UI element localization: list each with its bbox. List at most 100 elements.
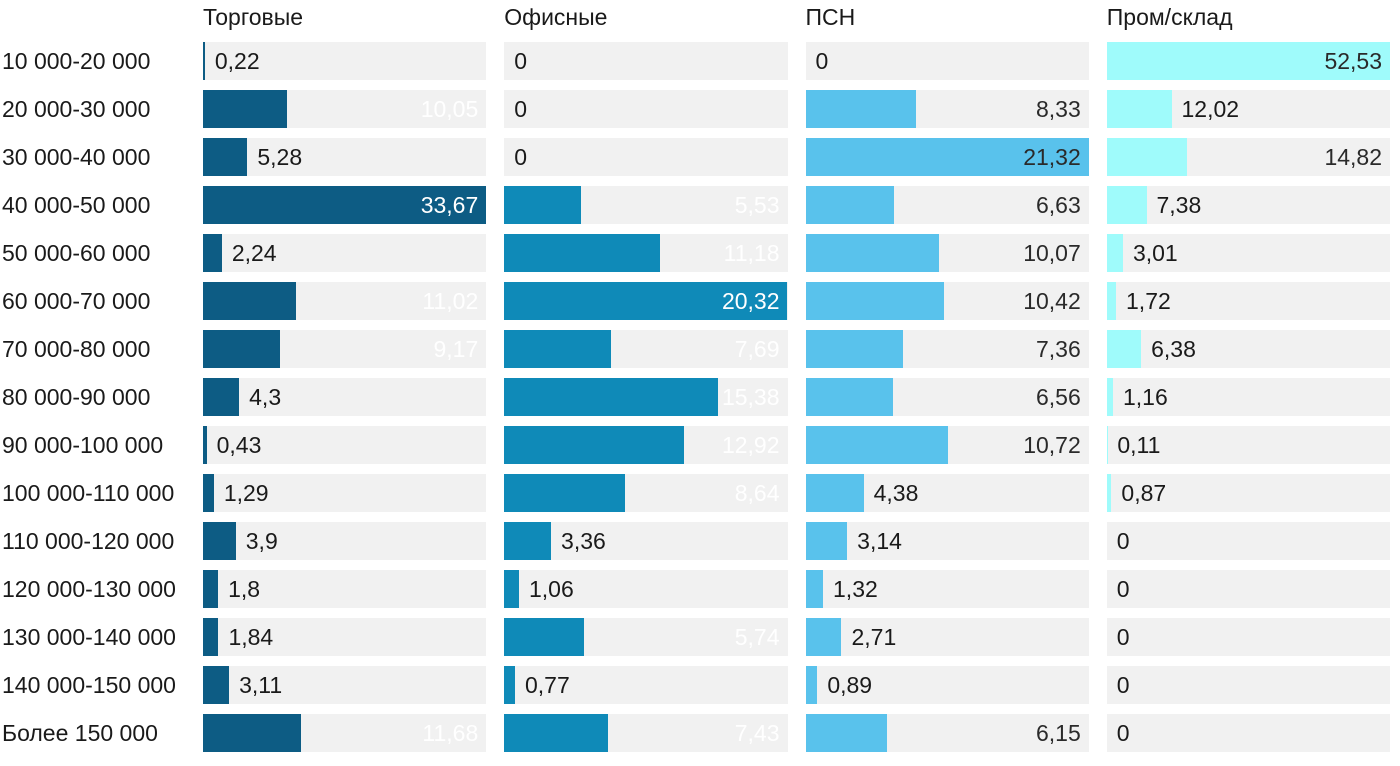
bar xyxy=(504,282,788,320)
bar-value-label: 2,24 xyxy=(231,240,277,266)
series-header: Торговые xyxy=(203,4,304,30)
category-label: 100 000-110 000 xyxy=(2,479,175,506)
bar-track: 5,74 xyxy=(504,618,788,656)
bar xyxy=(805,474,864,512)
bar-value-label: 1,72 xyxy=(1126,288,1171,314)
bar-value-label: 0,11 xyxy=(1117,432,1161,458)
bar-value-label: 0 xyxy=(1116,624,1130,650)
bar-track: 11,68 xyxy=(203,714,487,752)
bar-value-label: 3,01 xyxy=(1132,240,1178,266)
bar-value-label: 1,29 xyxy=(223,480,269,506)
bar-track: 0,77 xyxy=(504,666,788,704)
bar xyxy=(504,330,612,368)
bar-track: 3,36 xyxy=(504,522,788,560)
bar-track: 10,05 xyxy=(203,90,487,128)
chart-row: 40 000-50 000 33,67 5,53 6,63 7,38 xyxy=(0,186,1390,224)
bar xyxy=(1106,234,1123,272)
category-label: 140 000-150 000 xyxy=(2,671,176,698)
bar xyxy=(805,282,944,320)
bar xyxy=(504,186,582,224)
series-header: ПСН xyxy=(805,4,856,30)
category-label: 90 000-100 000 xyxy=(2,431,164,458)
bar xyxy=(805,378,893,416)
category-label: Более 150 000 xyxy=(2,719,158,746)
bar-track: 0,22 xyxy=(203,42,487,80)
chart-row: 100 000-110 000 1,29 8,64 4,38 0,87 xyxy=(0,474,1390,512)
bar-value-label: 0 xyxy=(514,144,528,170)
bar-track: 0 xyxy=(1106,666,1390,704)
bar-track: 6,56 xyxy=(805,378,1089,416)
bar-value-label: 10,42 xyxy=(1023,288,1081,314)
bar xyxy=(805,330,904,368)
bar-track: 1,06 xyxy=(504,570,788,608)
bar-value-label: 0,77 xyxy=(524,672,570,698)
bar-value-label: 7,38 xyxy=(1156,192,1202,218)
bar xyxy=(203,186,486,224)
bar xyxy=(1106,90,1172,128)
bar-track: 5,28 xyxy=(203,138,487,176)
chart-row: 130 000-140 000 1,84 5,74 2,71 0 xyxy=(0,618,1390,656)
bar-value-label: 1,16 xyxy=(1122,384,1168,410)
category-label: 10 000-20 000 xyxy=(2,47,151,74)
category-label: 50 000-60 000 xyxy=(2,239,151,266)
bar-value-label: 11,18 xyxy=(723,240,780,266)
bar-value-label: 3,9 xyxy=(245,528,278,554)
bar-value-label: 1,8 xyxy=(228,576,261,602)
chart-row: 140 000-150 000 3,11 0,77 0,89 0 xyxy=(0,666,1390,704)
bar xyxy=(805,138,1089,176)
bar xyxy=(805,426,948,464)
bar-track: 0,87 xyxy=(1106,474,1390,512)
bar-track: 9,17 xyxy=(203,330,487,368)
chart-row: 70 000-80 000 9,17 7,69 7,36 6,38 xyxy=(0,330,1390,368)
bar-value-label: 15,38 xyxy=(721,384,780,410)
bar-track: 0,89 xyxy=(805,666,1089,704)
bar-value-label: 10,07 xyxy=(1023,240,1081,266)
bar xyxy=(504,426,685,464)
bar-track: 52,53 xyxy=(1106,42,1390,80)
bar-value-label: 14,82 xyxy=(1324,144,1382,170)
bar-track: 0 xyxy=(1106,618,1390,656)
bar-value-label: 11,02 xyxy=(422,288,479,314)
bar-value-label: 0 xyxy=(1116,576,1130,602)
bar-track: 3,14 xyxy=(805,522,1089,560)
bar-track: 4,3 xyxy=(203,378,487,416)
bar-track: 3,01 xyxy=(1106,234,1390,272)
header-spacer xyxy=(0,4,185,30)
bar-track: 11,18 xyxy=(504,234,788,272)
category-label: 20 000-30 000 xyxy=(2,95,151,122)
bar-track: 1,32 xyxy=(805,570,1089,608)
bar xyxy=(504,378,719,416)
bar-value-label: 5,74 xyxy=(734,624,780,650)
bar-value-label: 6,63 xyxy=(1035,192,1081,218)
bar-track: 8,33 xyxy=(805,90,1089,128)
bar-track: 3,9 xyxy=(203,522,487,560)
bar-value-label: 3,11 xyxy=(239,672,283,698)
bar-value-label: 0 xyxy=(1116,528,1130,554)
bar-value-label: 3,14 xyxy=(857,528,902,554)
bar-track: 7,43 xyxy=(504,714,788,752)
bar xyxy=(203,90,288,128)
bar-track: 0 xyxy=(504,90,788,128)
chart-row: 10 000-20 000 0,22 0 0 52,53 xyxy=(0,42,1390,80)
chart-header: Торговые Офисные ПСН Пром/склад xyxy=(0,4,1390,30)
bar-value-label: 6,15 xyxy=(1035,720,1081,746)
category-label: 60 000-70 000 xyxy=(2,287,151,314)
chart-row: 20 000-30 000 10,05 0 8,33 12,02 xyxy=(0,90,1390,128)
bar-track: 0,11 xyxy=(1106,426,1390,464)
bar-value-label: 52,53 xyxy=(1324,48,1382,74)
bar-track: 0 xyxy=(1106,570,1390,608)
bar-value-label: 10,72 xyxy=(1023,432,1081,458)
bar xyxy=(203,234,222,272)
bar-track: 7,36 xyxy=(805,330,1089,368)
bar xyxy=(1106,186,1147,224)
bar xyxy=(1106,474,1112,512)
bar-value-label: 0,89 xyxy=(827,672,873,698)
series-header: Пром/склад xyxy=(1106,4,1233,30)
bar xyxy=(203,138,248,176)
bar xyxy=(203,42,205,80)
bar-track: 1,16 xyxy=(1106,378,1390,416)
chart-row: 30 000-40 000 5,28 0 21,32 14,82 xyxy=(0,138,1390,176)
bar-value-label: 12,02 xyxy=(1181,96,1240,122)
bar xyxy=(805,234,940,272)
